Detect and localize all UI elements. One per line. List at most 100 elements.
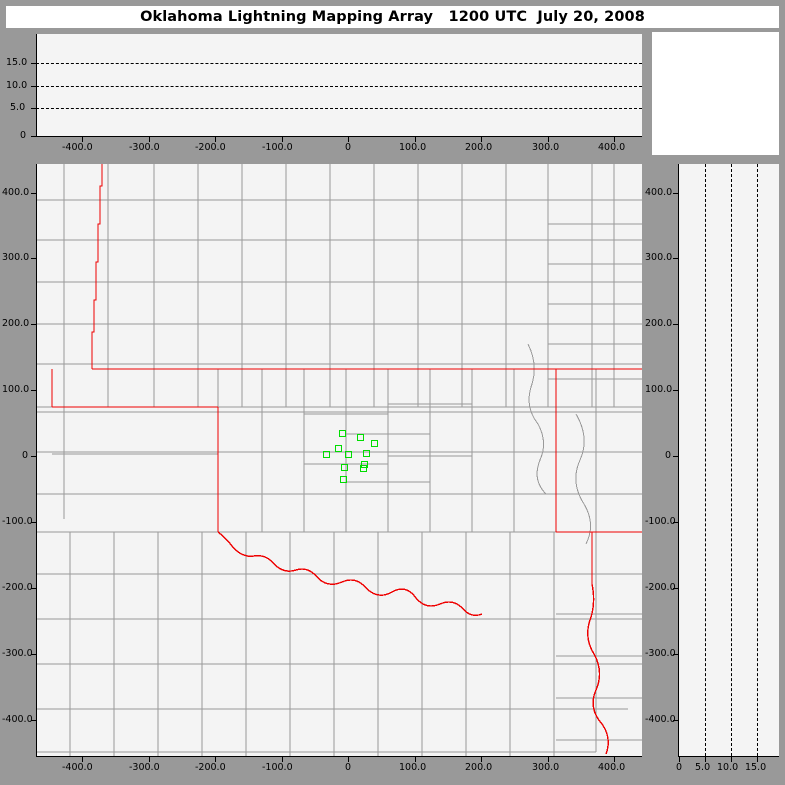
map-ytick-label-3: -100.0 [2, 516, 33, 527]
map-ytick-label-4: 0 [22, 450, 29, 461]
rs-ytick-m400 [673, 720, 678, 721]
altitude-histogram-plot-area[interactable] [678, 164, 779, 756]
map-xtick-m100 [282, 757, 283, 762]
plan-view-map[interactable] [36, 164, 642, 756]
map-y-axis [36, 164, 38, 756]
rs-xtick-label-2: 10.0 [717, 762, 739, 773]
map-xtick-label-1: -300.0 [129, 762, 160, 773]
rs-ytick-label-7: 300.0 [645, 252, 673, 263]
map-ytick-100 [31, 390, 36, 391]
map-xtick-m300 [149, 757, 150, 762]
top-left-xtick-label-6: 200.0 [465, 142, 493, 153]
ytick-10 [31, 86, 36, 87]
lma-marker[interactable] [334, 445, 342, 453]
top-left-ytick-label-0: 0 [20, 130, 27, 141]
lma-marker[interactable] [344, 451, 352, 459]
map-ytick-400 [31, 193, 36, 194]
map-ytick-m100 [31, 522, 36, 523]
top-left-xtick-label-2: -200.0 [195, 142, 226, 153]
lma-marker[interactable] [340, 464, 348, 472]
map-ytick-200 [31, 324, 36, 325]
top-left-y-axis [36, 34, 38, 136]
lma-marker[interactable] [338, 430, 346, 438]
top-left-xtick-label-4: 0 [345, 142, 352, 153]
ytick-0 [31, 136, 36, 137]
map-ytick-label-6: 200.0 [2, 318, 30, 329]
xtick-400 [614, 137, 615, 142]
map-xtick-400 [614, 757, 615, 762]
map-xtick-label-8: 400.0 [598, 762, 626, 773]
gridline-15 [36, 63, 642, 64]
rs-ytick-300 [673, 258, 678, 259]
rs-ytick-label-2: -200.0 [645, 582, 676, 593]
rs-ytick-0 [673, 456, 678, 457]
ytick-15 [31, 63, 36, 64]
rs-xtick-label-1: 5.0 [695, 762, 711, 773]
rs-ytick-200 [673, 324, 678, 325]
map-ytick-m300 [31, 654, 36, 655]
xtick-m400 [82, 137, 83, 142]
top-left-xtick-label-7: 300.0 [532, 142, 560, 153]
rs-ytick-label-5: 100.0 [645, 384, 673, 395]
map-xtick-m400 [82, 757, 83, 762]
rs-xtick-label-0: 0 [676, 762, 683, 773]
map-ytick-300 [31, 258, 36, 259]
ytick-5 [31, 108, 36, 109]
vgridline-5 [705, 164, 706, 756]
time-altitude-plot-area[interactable] [36, 34, 642, 136]
map-xtick-label-2: -200.0 [195, 762, 226, 773]
top-left-xtick-label-3: -100.0 [262, 142, 293, 153]
top-left-ytick-label-5: 5.0 [10, 102, 26, 113]
lma-marker[interactable] [360, 464, 368, 472]
rs-ytick-label-8: 400.0 [645, 187, 673, 198]
page-title: Oklahoma Lightning Mapping Array 1200 UT… [140, 9, 645, 25]
rs-xtick-10 [731, 757, 732, 762]
lma-marker[interactable] [370, 439, 378, 447]
top-left-ytick-label-15: 15.0 [6, 57, 28, 68]
map-ytick-0 [31, 456, 36, 457]
vgridline-10 [731, 164, 732, 756]
map-xtick-label-6: 200.0 [465, 762, 493, 773]
rs-ytick-100 [673, 390, 678, 391]
map-x-axis [36, 756, 642, 758]
vgridline-15 [757, 164, 758, 756]
map-ytick-label-8: 400.0 [2, 187, 30, 198]
map-xtick-m200 [215, 757, 216, 762]
rs-ytick-label-0: -400.0 [645, 714, 676, 725]
rs-ytick-m100 [673, 522, 678, 523]
rs-ytick-m200 [673, 588, 678, 589]
xtick-m100 [282, 137, 283, 142]
xtick-300 [548, 137, 549, 142]
title-bar: Oklahoma Lightning Mapping Array 1200 UT… [6, 6, 779, 28]
xtick-m300 [149, 137, 150, 142]
right-strip-x-axis [678, 756, 779, 758]
rs-xtick-5 [705, 757, 706, 762]
lma-marker[interactable] [340, 476, 348, 484]
rs-xtick-15 [757, 757, 758, 762]
map-ytick-label-2: -200.0 [2, 582, 33, 593]
xtick-0 [348, 137, 349, 142]
xtick-m200 [215, 137, 216, 142]
top-left-xtick-label-5: 100.0 [399, 142, 427, 153]
rs-ytick-label-4: 0 [665, 450, 672, 461]
map-ytick-label-1: -300.0 [2, 648, 33, 659]
gridline-10 [36, 86, 642, 87]
blank-top-right-panel[interactable] [652, 32, 779, 155]
lma-marker[interactable] [322, 451, 330, 459]
map-geometry [36, 164, 642, 756]
map-xtick-label-7: 300.0 [532, 762, 560, 773]
top-left-ytick-label-10: 10.0 [6, 80, 28, 91]
rs-ytick-m300 [673, 654, 678, 655]
top-left-xtick-label-1: -300.0 [129, 142, 160, 153]
lma-marker[interactable] [361, 461, 369, 469]
lma-marker[interactable] [356, 433, 364, 441]
rs-xtick-0 [679, 757, 680, 762]
map-xtick-200 [481, 757, 482, 762]
map-xtick-label-5: 100.0 [399, 762, 427, 773]
rs-ytick-label-3: -100.0 [645, 516, 676, 527]
map-xtick-100 [415, 757, 416, 762]
map-xtick-0 [348, 757, 349, 762]
lma-marker[interactable] [363, 449, 371, 457]
rs-ytick-label-1: -300.0 [645, 648, 676, 659]
map-ytick-m400 [31, 720, 36, 721]
